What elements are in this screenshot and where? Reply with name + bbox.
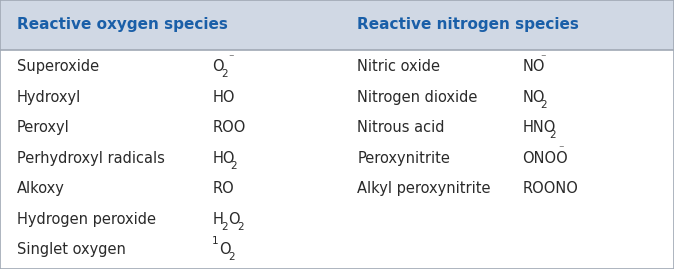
Text: ONOO: ONOO: [522, 151, 568, 166]
Text: Nitrous acid: Nitrous acid: [357, 120, 445, 135]
Text: NO: NO: [522, 90, 545, 105]
Text: HO: HO: [212, 90, 235, 105]
Text: Reactive nitrogen species: Reactive nitrogen species: [357, 17, 579, 32]
Text: Hydrogen peroxide: Hydrogen peroxide: [17, 212, 156, 227]
Text: 2: 2: [228, 252, 235, 262]
Text: 2: 2: [541, 100, 547, 110]
Text: O: O: [212, 59, 224, 74]
Text: O: O: [228, 212, 239, 227]
Text: Alkoxy: Alkoxy: [17, 181, 65, 196]
Text: HO: HO: [212, 151, 235, 166]
Text: 2: 2: [237, 222, 244, 232]
Text: 2: 2: [231, 161, 237, 171]
Text: H: H: [212, 212, 223, 227]
Text: Peroxyl: Peroxyl: [17, 120, 69, 135]
Text: ⁻: ⁻: [228, 53, 233, 63]
Text: 2: 2: [550, 130, 556, 140]
Text: O: O: [219, 242, 231, 257]
Text: ROO: ROO: [212, 120, 246, 135]
Text: Peroxynitrite: Peroxynitrite: [357, 151, 450, 166]
Bar: [0, 0, 674, 50]
Text: RO: RO: [212, 181, 234, 196]
Text: HNO: HNO: [522, 120, 556, 135]
Text: NO: NO: [522, 59, 545, 74]
Text: Alkyl peroxynitrite: Alkyl peroxynitrite: [357, 181, 491, 196]
Text: ROONO: ROONO: [522, 181, 578, 196]
Text: ⁻: ⁻: [559, 145, 564, 155]
Text: 2: 2: [222, 222, 228, 232]
Text: Perhydroxyl radicals: Perhydroxyl radicals: [17, 151, 164, 166]
Text: 2: 2: [222, 69, 228, 79]
Text: ⁻: ⁻: [541, 53, 546, 63]
Text: Nitrogen dioxide: Nitrogen dioxide: [357, 90, 478, 105]
Text: Nitric oxide: Nitric oxide: [357, 59, 440, 74]
Text: Singlet oxygen: Singlet oxygen: [17, 242, 126, 257]
Text: Hydroxyl: Hydroxyl: [17, 90, 81, 105]
Text: Superoxide: Superoxide: [17, 59, 99, 74]
Text: 1: 1: [212, 236, 219, 246]
Text: Reactive oxygen species: Reactive oxygen species: [17, 17, 228, 32]
